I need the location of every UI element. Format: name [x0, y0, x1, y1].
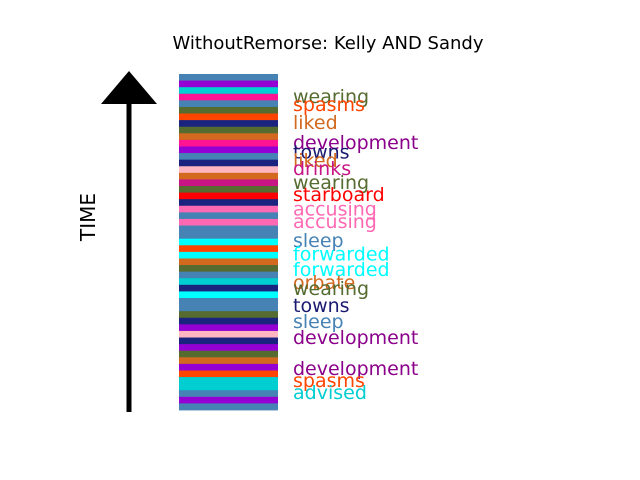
- stripe: [179, 74, 278, 81]
- stripe: [179, 324, 278, 332]
- stripe: [179, 126, 278, 134]
- stripe: [179, 113, 278, 121]
- word-label: starboard: [293, 184, 385, 206]
- stripe: [179, 383, 278, 391]
- stripe: [179, 218, 278, 226]
- stripe: [179, 258, 278, 266]
- stripe: [179, 245, 278, 253]
- word-label: accusing: [293, 199, 377, 221]
- stripe: [179, 278, 278, 286]
- stripe: [179, 304, 278, 312]
- stripe: [179, 350, 278, 358]
- stripe: [179, 291, 278, 299]
- stripe: [179, 93, 278, 101]
- stripe: [179, 106, 278, 114]
- stripe: [179, 344, 278, 352]
- stripe: [179, 317, 278, 325]
- stripe: [179, 311, 278, 319]
- word-label: sleep: [293, 230, 344, 252]
- time-axis: [101, 71, 157, 412]
- stripe: [179, 238, 278, 246]
- word-label: spasms: [293, 94, 365, 116]
- stripe: [179, 80, 278, 88]
- word-labels: wearingspasmslikeddevelopmenttownslikedd…: [293, 86, 418, 404]
- word-label: accusing: [293, 211, 377, 233]
- stripe: [179, 377, 278, 385]
- word-label: sleep: [293, 311, 344, 333]
- stripe: [179, 87, 278, 95]
- word-label: liked: [293, 150, 338, 172]
- word-label: forwarded: [293, 259, 390, 281]
- time-axis-arrowhead: [101, 71, 157, 104]
- stripe: [179, 396, 278, 404]
- stripe: [179, 120, 278, 128]
- stripe: [179, 298, 278, 305]
- word-label: forwarded: [293, 243, 390, 265]
- stripe: [179, 251, 278, 259]
- word-label: development: [293, 358, 418, 380]
- stripe: [179, 363, 278, 371]
- stripe: [179, 159, 278, 167]
- stripe: [179, 100, 278, 108]
- stripe: [179, 166, 278, 174]
- stripe: [179, 186, 278, 193]
- y-axis-label: TIME: [76, 193, 100, 242]
- stripe: [179, 179, 278, 187]
- stripe: [179, 146, 278, 154]
- stripe: [179, 133, 278, 141]
- stripe: [179, 284, 278, 292]
- word-label: development: [293, 327, 418, 349]
- word-label: drinks: [293, 158, 351, 180]
- stripe: [179, 205, 278, 213]
- word-label: development: [293, 132, 418, 154]
- word-label: towns: [293, 295, 350, 317]
- stripe: [179, 390, 278, 398]
- word-label: spasms: [293, 370, 365, 392]
- word-label: liked: [293, 112, 338, 134]
- word-label: wearing: [293, 172, 369, 194]
- stripe: [179, 330, 278, 338]
- stripe: [179, 370, 278, 378]
- word-label: advised: [293, 382, 367, 404]
- word-label: orbate: [293, 272, 355, 294]
- word-label: wearing: [293, 278, 369, 300]
- word-label: towns: [293, 141, 350, 163]
- stripe: [179, 139, 278, 147]
- stripe: [179, 403, 278, 411]
- stripe: [179, 192, 278, 200]
- stripe: [179, 199, 278, 207]
- stripe: [179, 225, 278, 233]
- stripe: [179, 271, 278, 279]
- stripe-bar: [179, 74, 278, 411]
- stripe: [179, 357, 278, 365]
- stripe: [179, 265, 278, 273]
- stripe: [179, 337, 278, 345]
- stripe: [179, 232, 278, 240]
- chart-title: WithoutRemorse: Kelly AND Sandy: [173, 33, 484, 54]
- stripe: [179, 212, 278, 220]
- stripe: [179, 153, 278, 161]
- stripe: [179, 172, 278, 180]
- word-label: wearing: [293, 86, 369, 108]
